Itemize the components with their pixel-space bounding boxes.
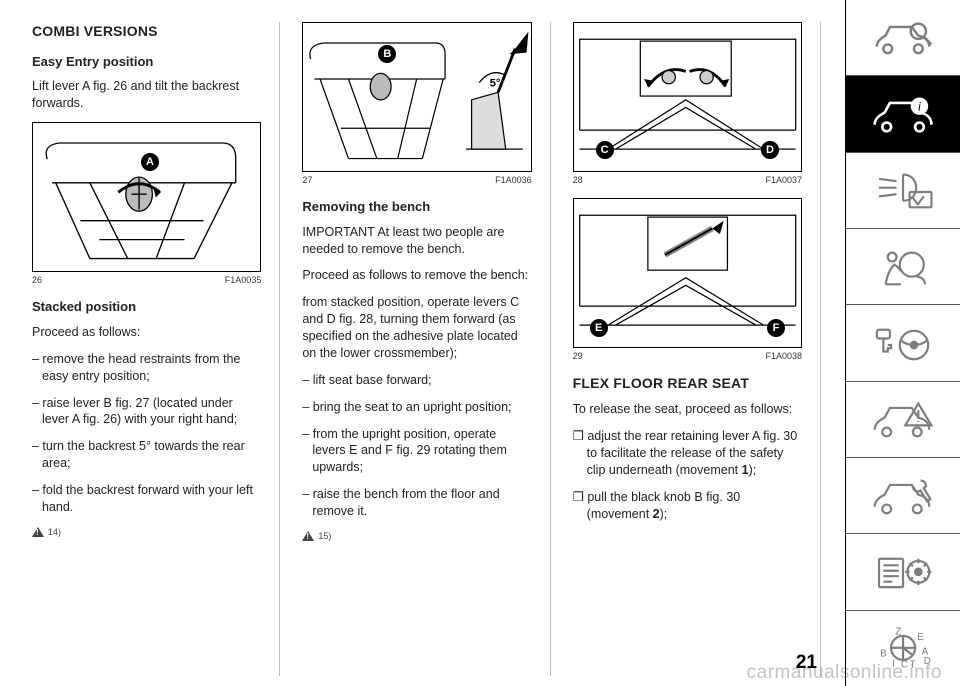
- key-wheel-icon: [870, 321, 936, 365]
- figure-26-svg: [33, 123, 260, 271]
- svg-text:Z: Z: [895, 627, 901, 638]
- figure-28: C D: [573, 22, 802, 172]
- manual-page: COMBI VERSIONS Easy Entry position Lift …: [0, 0, 845, 686]
- heading-combi: COMBI VERSIONS: [32, 22, 261, 41]
- tab-lights[interactable]: [846, 153, 960, 229]
- column-2: 5° B 27 F1A0036 Removing the bench IMPOR…: [302, 22, 550, 676]
- tab-index[interactable]: ZE BA IC TD: [846, 611, 960, 686]
- svg-text:C: C: [901, 660, 908, 670]
- figure-26-num: 26: [32, 274, 42, 286]
- text-remove-1: from stacked position, operate levers C …: [302, 294, 531, 362]
- figure-28-code: F1A0037: [765, 174, 802, 186]
- text-important: IMPORTANT At least two people are needed…: [302, 224, 531, 258]
- car-service-icon: [870, 474, 936, 518]
- tab-car-service[interactable]: [846, 458, 960, 534]
- warning-icon: [302, 531, 314, 541]
- text-stacked-2: – raise lever B fig. 27 (located under l…: [32, 395, 261, 429]
- text-remove-2: – lift seat base forward;: [302, 372, 531, 389]
- warning-icon: [32, 527, 44, 537]
- text-flex-b1: adjust the rear retaining lever A fig. 3…: [573, 428, 802, 479]
- car-info-icon: i: [870, 92, 936, 136]
- figure-27-num: 27: [302, 174, 312, 186]
- figure-26-code: F1A0035: [225, 274, 262, 286]
- figure-29-badge-e: E: [590, 319, 608, 337]
- page-number: 21: [796, 652, 817, 674]
- text-remove-intro: Proceed as follows to remove the bench:: [302, 267, 531, 284]
- text-stacked-3: – turn the backrest 5° towards the rear …: [32, 438, 261, 472]
- text-easy-entry: Lift lever A fig. 26 and tilt the backre…: [32, 78, 261, 112]
- heading-flex-floor: FLEX FLOOR REAR SEAT: [573, 374, 802, 393]
- tab-specs[interactable]: [846, 534, 960, 610]
- svg-text:D: D: [924, 657, 931, 668]
- text-stacked-4: – fold the backrest forward with your le…: [32, 482, 261, 516]
- tab-car-search[interactable]: [846, 0, 960, 76]
- svg-text:T: T: [910, 660, 916, 670]
- tab-car-warn[interactable]: [846, 382, 960, 458]
- heading-stacked: Stacked position: [32, 298, 261, 316]
- heading-removing-bench: Removing the bench: [302, 198, 531, 216]
- figure-27-caption: 27 F1A0036: [302, 174, 531, 186]
- column-1: COMBI VERSIONS Easy Entry position Lift …: [32, 22, 280, 676]
- warning-15: 15): [302, 530, 531, 542]
- specs-icon: [870, 550, 936, 594]
- figure-29-caption: 29 F1A0038: [573, 350, 802, 362]
- figure-27-angle-label: 5°: [490, 78, 501, 90]
- text-remove-5: – raise the bench from the floor and rem…: [302, 486, 531, 520]
- svg-text:B: B: [880, 649, 887, 660]
- active-tab-indicator: [846, 76, 856, 151]
- lights-icon: [870, 168, 936, 212]
- car-warn-icon: [870, 397, 936, 441]
- warning-14: 14): [32, 526, 261, 538]
- tab-airbag[interactable]: [846, 229, 960, 305]
- svg-text:E: E: [917, 633, 924, 644]
- figure-27: 5° B: [302, 22, 531, 172]
- figure-29-code: F1A0038: [765, 350, 802, 362]
- figure-26: A: [32, 122, 261, 272]
- heading-easy-entry: Easy Entry position: [32, 53, 261, 71]
- text-flex-b2: pull the black knob B fig. 30 (movement …: [573, 489, 802, 523]
- section-tabs: i ZE BA IC TD: [845, 0, 960, 686]
- text-flex-intro: To release the seat, proceed as follows:: [573, 401, 802, 418]
- car-search-icon: [870, 16, 936, 60]
- figure-26-caption: 26 F1A0035: [32, 274, 261, 286]
- warning-15-text: 15): [318, 530, 331, 542]
- text-stacked-1: – remove the head restraints from the ea…: [32, 351, 261, 385]
- figure-27-svg: 5°: [303, 23, 530, 171]
- svg-text:I: I: [892, 659, 895, 670]
- figure-27-code: F1A0036: [495, 174, 532, 186]
- text-remove-3: – bring the seat to an upright position;: [302, 399, 531, 416]
- tab-key-wheel[interactable]: [846, 305, 960, 381]
- svg-text:i: i: [918, 99, 922, 114]
- text-stacked-intro: Proceed as follows:: [32, 324, 261, 341]
- figure-29-badge-f: F: [767, 319, 785, 337]
- warning-14-text: 14): [48, 526, 61, 538]
- figure-29-num: 29: [573, 350, 583, 362]
- text-remove-4: – from the upright position, operate lev…: [302, 426, 531, 477]
- airbag-icon: [870, 245, 936, 289]
- figure-28-caption: 28 F1A0037: [573, 174, 802, 186]
- index-icon: ZE BA IC TD: [870, 626, 936, 670]
- tab-car-info[interactable]: i: [846, 76, 960, 152]
- figure-28-badge-c: C: [596, 141, 614, 159]
- figure-28-num: 28: [573, 174, 583, 186]
- figure-29: E F: [573, 198, 802, 348]
- figure-28-badge-d: D: [761, 141, 779, 159]
- column-3: C D 28 F1A0037 E F: [573, 22, 821, 676]
